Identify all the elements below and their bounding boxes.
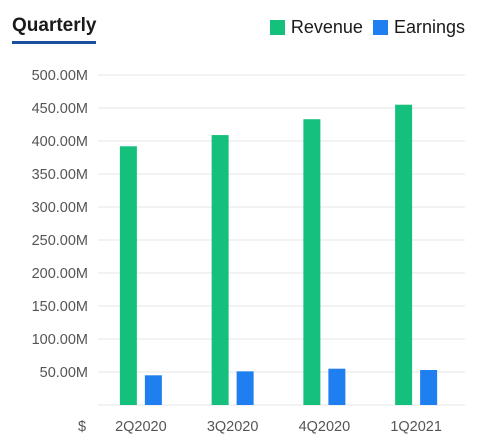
bar-revenue-3q2020 xyxy=(211,135,229,405)
bar-revenue-2q2020 xyxy=(119,146,137,405)
bar-revenue-4q2020 xyxy=(303,119,321,405)
y-tick-label: 100.00M xyxy=(32,332,88,348)
legend-item-earnings: Earnings xyxy=(372,17,465,38)
legend-label-earnings: Earnings xyxy=(393,17,465,37)
bar-earnings-1q2021 xyxy=(420,370,438,405)
chart-legend: Revenue Earnings xyxy=(269,17,465,38)
x-tick-label: 2Q2020 xyxy=(115,419,167,435)
y-tick-label: 250.00M xyxy=(32,233,88,249)
x-tick-label: 1Q2021 xyxy=(390,419,442,435)
y-tick-label: 50.00M xyxy=(40,365,88,381)
y-tick-label: 500.00M xyxy=(32,68,88,84)
bar-earnings-2q2020 xyxy=(144,375,162,405)
quarterly-tab[interactable]: Quarterly xyxy=(12,14,97,44)
y-tick-label: 200.00M xyxy=(32,266,88,282)
y-tick-label: 450.00M xyxy=(32,101,88,117)
legend-label-revenue: Revenue xyxy=(290,17,363,37)
y-tick-label: 150.00M xyxy=(32,299,88,315)
earnings-swatch xyxy=(372,20,388,35)
revenue-swatch xyxy=(269,20,285,35)
y-tick-label: 300.00M xyxy=(32,200,88,216)
bar-earnings-4q2020 xyxy=(328,368,346,405)
y-tick-label: 400.00M xyxy=(32,134,88,150)
y-tick-label: 350.00M xyxy=(32,167,88,183)
y-axis-unit-label: $ xyxy=(78,419,86,435)
x-tick-label: 3Q2020 xyxy=(207,419,259,435)
legend-item-revenue: Revenue xyxy=(269,17,363,38)
bar-revenue-1q2021 xyxy=(395,104,413,405)
bar-earnings-3q2020 xyxy=(236,371,254,405)
x-tick-label: 4Q2020 xyxy=(299,419,351,435)
